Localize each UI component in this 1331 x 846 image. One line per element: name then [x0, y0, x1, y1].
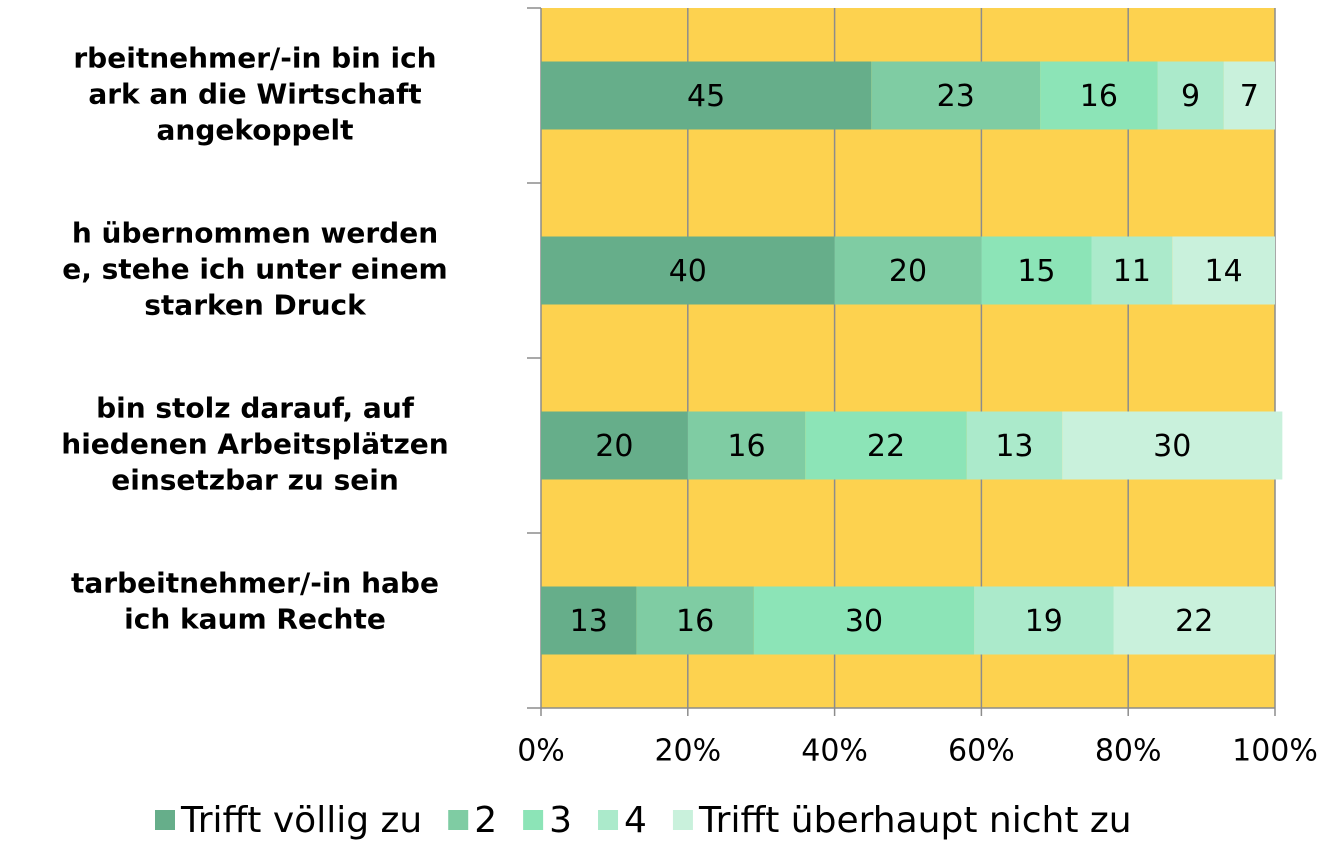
data-label: 30: [845, 604, 883, 639]
bar-segment: [1091, 236, 1173, 305]
bar-segment: [981, 236, 1092, 305]
category-label: h übernommen werden: [72, 217, 438, 250]
data-label: 22: [867, 429, 905, 464]
bar-segment: [966, 411, 1063, 480]
category-label: bin stolz darauf, auf: [96, 392, 415, 425]
data-label: 16: [727, 429, 765, 464]
x-tick-label: 100%: [1232, 734, 1318, 769]
data-label: 16: [676, 604, 714, 639]
data-label: 7: [1240, 79, 1259, 114]
bar-segment: [687, 411, 806, 480]
bar-segment: [1040, 61, 1158, 130]
bar-segment: [1223, 61, 1275, 130]
legend-label: Trifft überhaupt nicht zu: [698, 800, 1132, 841]
bar-segment: [974, 586, 1114, 655]
data-label: 11: [1113, 254, 1151, 289]
bar-segment: [541, 586, 637, 655]
category-label: tarbeitnehmer/-in habe: [71, 567, 439, 600]
data-label: 20: [595, 429, 633, 464]
category-label: rbeitnehmer/-in bin ich: [73, 42, 436, 75]
data-label: 20: [889, 254, 927, 289]
data-label: 30: [1153, 429, 1191, 464]
bar-segment: [805, 411, 967, 480]
legend-swatch: [155, 810, 175, 830]
x-tick-label: 60%: [948, 734, 1015, 769]
category-label: ark an die Wirtschaft: [88, 78, 421, 111]
data-label: 13: [995, 429, 1033, 464]
bar-segment: [636, 586, 754, 655]
legend-label: Trifft völlig zu: [180, 800, 422, 841]
data-label: 40: [669, 254, 707, 289]
data-label: 15: [1017, 254, 1055, 289]
bar-segment: [834, 236, 982, 305]
legend-label: 2: [474, 800, 497, 841]
legend-label: 3: [549, 800, 572, 841]
bar-segment: [541, 411, 688, 480]
bar-segment: [1113, 586, 1275, 655]
data-label: 13: [570, 604, 608, 639]
bar-segment: [541, 236, 835, 305]
data-label: 22: [1175, 604, 1213, 639]
legend-label: 4: [624, 800, 647, 841]
x-tick-label: 20%: [654, 734, 721, 769]
bar-segment: [1157, 61, 1224, 130]
bar-segment: [1062, 411, 1283, 480]
category-label: angekoppelt: [156, 114, 353, 147]
bar-segment: [753, 586, 975, 655]
legend-swatch: [448, 810, 469, 830]
category-label: e, stehe ich unter einem: [62, 253, 447, 286]
data-label: 14: [1205, 254, 1243, 289]
category-label: einsetzbar zu sein: [111, 464, 399, 497]
x-tick-label: 40%: [801, 734, 868, 769]
legend-swatch: [598, 810, 619, 830]
bar-segment: [541, 61, 872, 130]
data-label: 45: [687, 79, 725, 114]
bar-segment: [871, 61, 1041, 130]
data-label: 23: [937, 79, 975, 114]
data-label: 9: [1181, 79, 1200, 114]
x-tick-label: 80%: [1095, 734, 1162, 769]
data-label: 16: [1080, 79, 1118, 114]
category-label: hiedenen Arbeitsplätzen: [61, 428, 448, 461]
legend-swatch: [672, 810, 693, 830]
x-tick-label: 0%: [517, 734, 565, 769]
bar-segment: [1172, 236, 1275, 305]
legend-swatch: [523, 810, 544, 830]
category-label: starken Druck: [144, 289, 367, 322]
category-label: ich kaum Rechte: [124, 603, 386, 636]
data-label: 19: [1025, 604, 1063, 639]
